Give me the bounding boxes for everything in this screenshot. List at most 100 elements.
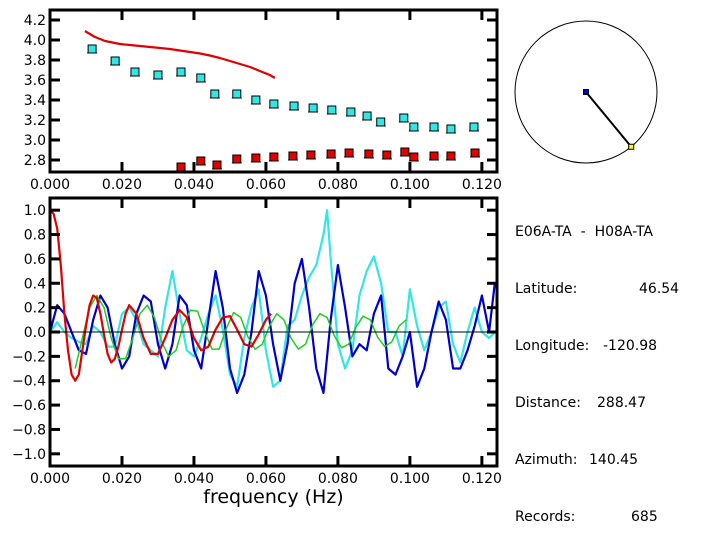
info-distance: Distance: 288.47 [515, 394, 679, 413]
red-measurements-point [176, 162, 186, 172]
cyan-measurements-point [232, 89, 242, 99]
info-label: Records: [515, 509, 576, 525]
x-tick-label: 0.100 [390, 471, 430, 487]
y-tick-label: 4.2 [24, 13, 46, 29]
y-tick-label: 0.2 [24, 301, 46, 317]
y-tick-label: 0.8 [24, 228, 46, 244]
y-tick-label: 2.8 [24, 153, 46, 169]
station-end-marker [628, 143, 635, 150]
x-tick-label: 0.060 [246, 471, 286, 487]
y-tick-label: −0.8 [12, 422, 46, 438]
x-tick-label: 0.040 [174, 471, 214, 487]
info-latitude: Latitude: 46.54 [515, 280, 679, 299]
red-measurements-point [344, 148, 354, 158]
azimuth-line [585, 91, 632, 148]
info-value: -120.98 [603, 338, 658, 354]
y-tick-label: 3.8 [24, 53, 46, 69]
cyan-measurements-point [429, 122, 439, 132]
reference-curve-line [84, 30, 276, 79]
info-value: 685 [631, 509, 658, 525]
x-tick-label: 0.020 [102, 471, 142, 487]
cyan-measurements-point [376, 117, 386, 127]
red-measurements-point [306, 150, 316, 160]
red-measurements-point [446, 151, 456, 161]
x-tick-label: 0.080 [318, 471, 358, 487]
y-tick-label: 3.0 [24, 133, 46, 149]
y-tick-label: −0.4 [12, 374, 46, 390]
red-model-line [49, 209, 272, 382]
x-tick-label: 0.060 [246, 177, 286, 193]
correlation-plot: 0.000 0.020 0.040 0.060 0.080 0.100 0.120 1.0 0.… [12, 196, 502, 508]
cyan-measurements-point [210, 89, 220, 99]
cyan-measurements-point [409, 122, 419, 132]
cyan-measurements-point [362, 111, 372, 121]
red-measurements-point [196, 156, 206, 166]
y-tick-label: −0.6 [12, 398, 46, 414]
y-tick-label: 0.4 [24, 276, 46, 292]
info-value: 288.47 [597, 395, 646, 411]
info-longitude: Longitude: -120.98 [515, 337, 679, 356]
x-tick-label: 0.000 [30, 471, 70, 487]
station-info: E06A-TA - H08A-TA Latitude: 46.54 Longitu… [515, 185, 679, 546]
x-axis-title: frequency (Hz) [203, 486, 343, 508]
cyan-measurements-point [446, 124, 456, 134]
y-tick-label: 1.0 [24, 203, 46, 219]
cyan-measurements-point [269, 99, 279, 109]
plot-frame [48, 8, 499, 174]
cyan-measurements-point [176, 67, 186, 77]
cyan-measurements-point [399, 113, 409, 123]
red-measurements-point [288, 151, 298, 161]
red-measurements-point [382, 150, 392, 160]
cyan-measurements-point [346, 107, 356, 117]
red-measurements-point [470, 148, 480, 158]
info-value: 46.54 [639, 281, 680, 297]
info-azimuth: Azimuth: 140.45 [515, 451, 679, 470]
x-tick-label: 0.120 [462, 471, 502, 487]
red-measurements-point [212, 160, 222, 170]
cyan-measurements-point [153, 70, 163, 80]
red-measurements-point [409, 152, 419, 162]
info-label: Distance: [515, 395, 581, 411]
cyan-measurements-point [327, 105, 337, 115]
cyan-observed-line [49, 209, 496, 388]
y-tick-label: 3.2 [24, 113, 46, 129]
red-measurements-point [251, 153, 261, 163]
cyan-measurements-point [130, 67, 140, 77]
green-model-line [74, 294, 407, 369]
y-tick-label: 0.0 [24, 325, 46, 341]
chart-canvas: 0.000 0.020 0.040 0.060 0.080 0.100 0.120 2.8 3.… [12, 8, 658, 508]
red-measurements-point [269, 152, 279, 162]
y-tick-label: 3.6 [24, 73, 46, 89]
y-tick-label: 0.6 [24, 252, 46, 268]
station-center-marker [583, 89, 589, 95]
x-tick-label: 0.080 [318, 177, 358, 193]
x-tick-label: 0.100 [390, 177, 430, 193]
velocity-plot: 0.000 0.020 0.040 0.060 0.080 0.100 0.120 2.8 3.… [24, 8, 502, 193]
info-label: Azimuth: [515, 452, 578, 468]
info-records: Records: 685 [515, 508, 679, 527]
x-tick-label: 0.020 [102, 177, 142, 193]
cyan-measurements-point [110, 56, 120, 66]
azimuth-diagram [514, 20, 658, 164]
cyan-measurements-point [196, 73, 206, 83]
y-tick-label: 3.4 [24, 93, 46, 109]
blue-observed-line [48, 257, 496, 394]
cyan-measurements-point [289, 101, 299, 111]
cyan-measurements-point [308, 103, 318, 113]
x-tick-label: 0.000 [30, 177, 70, 193]
cyan-measurements-point [469, 122, 479, 132]
red-measurements-point [326, 149, 336, 159]
red-measurements-point [232, 154, 242, 164]
info-label: Latitude: [515, 281, 578, 297]
station-pair: E06A-TA - H08A-TA [515, 224, 654, 240]
y-tick-label: 4.0 [24, 33, 46, 49]
red-measurements-point [364, 149, 374, 159]
info-value: 140.45 [589, 452, 638, 468]
cyan-measurements-point [251, 95, 261, 105]
x-tick-label: 0.040 [174, 177, 214, 193]
red-measurements-point [429, 151, 439, 161]
info-label: Longitude: [515, 338, 590, 354]
y-tick-label: −0.2 [12, 349, 46, 365]
red-measurements-point [400, 147, 410, 157]
y-tick-label: −1.0 [12, 447, 46, 463]
